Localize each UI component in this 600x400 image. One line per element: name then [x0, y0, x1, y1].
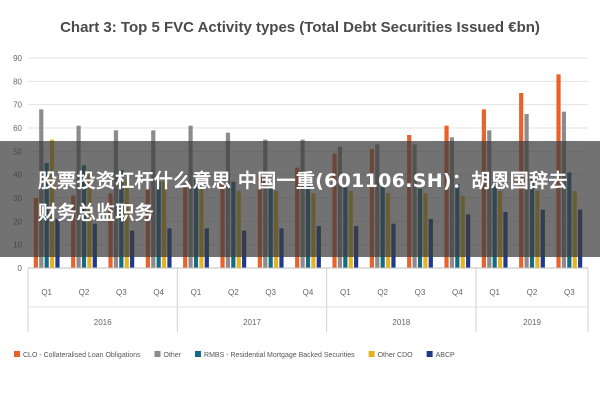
- x-tick-label: Q1: [489, 288, 500, 297]
- y-tick-label: 90: [13, 54, 22, 63]
- legend-label: RMBS - Residential Mortgage Backed Secur…: [204, 352, 355, 359]
- x-tick-label: Q4: [452, 288, 463, 297]
- legend-label: Other: [164, 352, 182, 359]
- x-tick-label: Q1: [41, 288, 52, 297]
- x-axis: Q1 Q2 Q3 Q4 Q1 Q2 Q3 Q4 Q1 Q2 Q3 Q4 Q1 Q2 Q3 2016 2017 20…: [27, 267, 589, 332]
- legend-label: CLO - Collateralised Loan Obligations: [23, 352, 141, 359]
- x-tick-label: Q3: [415, 288, 426, 297]
- y-tick-label: 60: [13, 124, 22, 133]
- x-tick-label: Q4: [303, 288, 314, 297]
- x-tick-label: Q2: [79, 288, 90, 297]
- group-label: 2016: [94, 318, 112, 327]
- legend-swatch: [368, 351, 375, 357]
- legend-swatch: [426, 351, 433, 357]
- group-label: 2017: [243, 318, 261, 327]
- x-tick-label: Q3: [564, 288, 575, 297]
- legend-swatch: [195, 351, 202, 357]
- x-tick-label: Q1: [191, 288, 202, 297]
- group-label: 2018: [392, 318, 410, 327]
- group-label: 2019: [523, 318, 541, 327]
- x-tick-label: Q4: [153, 288, 164, 297]
- x-tick-label: Q2: [527, 288, 538, 297]
- chart-title: Chart 3: Top 5 FVC Activity types (Total…: [60, 19, 540, 36]
- x-tick-label: Q2: [228, 288, 239, 297]
- headline-overlay[interactable]: 股票投资杠杆什么意思 中国一重(601106.SH)：胡恩国辞去财务总监职务: [0, 141, 600, 257]
- x-tick-label: Q1: [340, 288, 351, 297]
- legend: CLO - Collateralised Loan Obligations Oth…: [14, 351, 455, 359]
- legend-swatch: [154, 351, 161, 357]
- legend-label: ABCP: [436, 352, 455, 359]
- x-tick-label: Q3: [116, 288, 127, 297]
- y-tick-label: 0: [18, 264, 23, 273]
- legend-swatch: [14, 351, 20, 357]
- x-tick-label: Q3: [265, 288, 276, 297]
- headline-text[interactable]: 股票投资杠杆什么意思 中国一重(601106.SH)：胡恩国辞去财务总监职务: [38, 170, 568, 224]
- x-tick-label: Q2: [377, 288, 388, 297]
- y-tick-label: 70: [13, 101, 22, 110]
- legend-label: Other CDO: [378, 352, 414, 359]
- y-tick-label: 80: [13, 77, 22, 86]
